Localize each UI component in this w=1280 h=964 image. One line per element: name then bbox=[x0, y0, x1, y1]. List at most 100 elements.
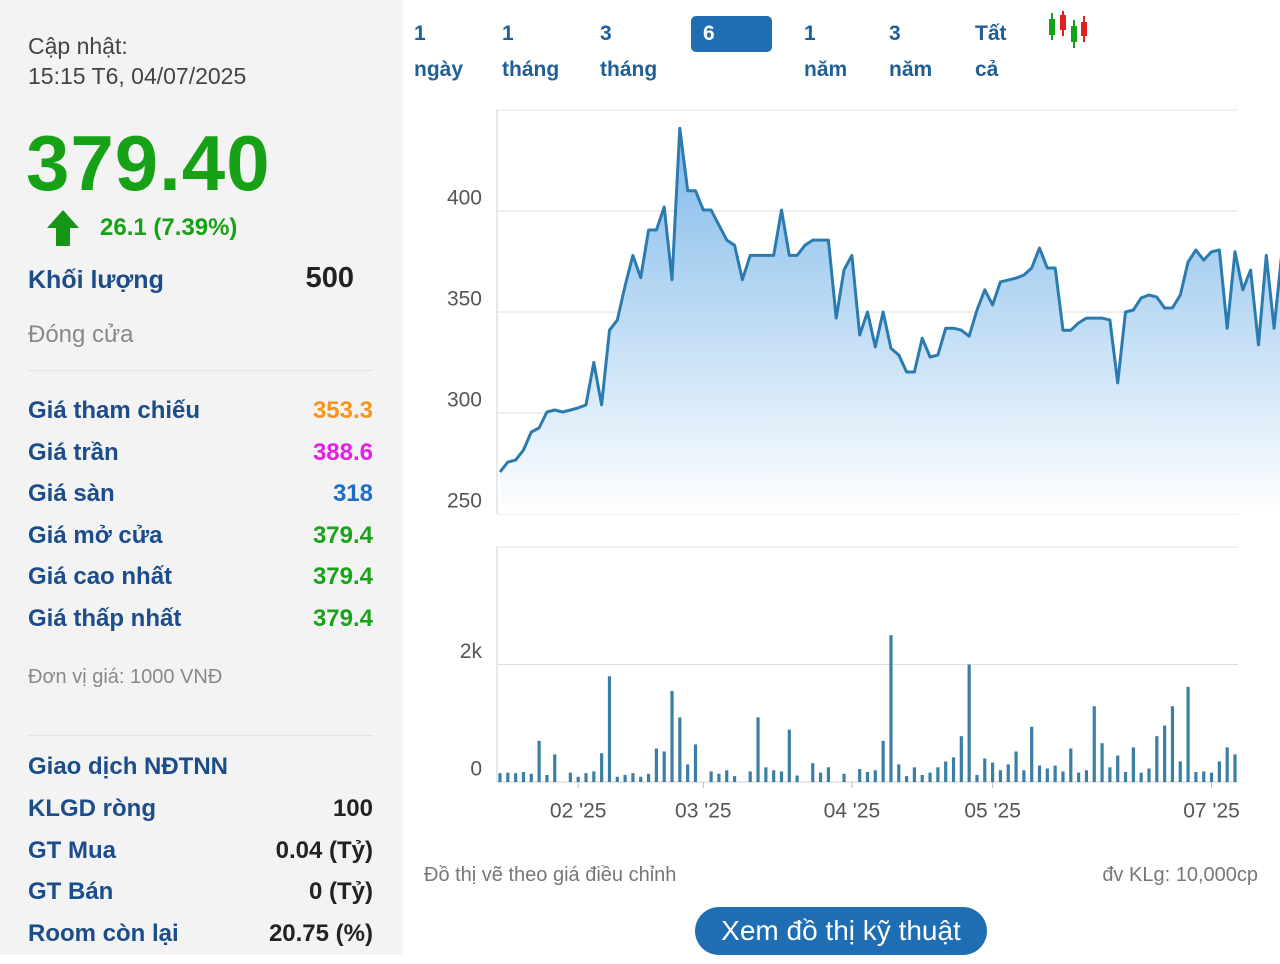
y-tick-label: 300 bbox=[447, 389, 482, 412]
volume-bar bbox=[662, 751, 666, 782]
row-label: KLGD ròng bbox=[28, 795, 156, 822]
volume-bar bbox=[998, 770, 1003, 782]
update-label: Cập nhật: bbox=[28, 33, 128, 59]
foreign-title: Giao dịch NĐTNN bbox=[28, 753, 229, 780]
volume-bar bbox=[545, 774, 549, 782]
volume-bar bbox=[975, 774, 979, 782]
volume-bar bbox=[1155, 736, 1159, 782]
period-tab[interactable]: 1 ngày bbox=[414, 22, 464, 81]
volume-bar bbox=[670, 690, 674, 782]
separator bbox=[28, 735, 373, 736]
row-label: GT Mua bbox=[28, 836, 116, 864]
volume-bar bbox=[537, 740, 541, 782]
volume-bar bbox=[1194, 772, 1198, 782]
volume-bar bbox=[568, 772, 572, 782]
x-tick-label: 02 '25 bbox=[550, 800, 607, 823]
unit-note: Đơn vị giá: 1000 VNĐ bbox=[28, 666, 223, 688]
volume-bar bbox=[1092, 706, 1096, 782]
volume-bar bbox=[881, 740, 885, 782]
volume-bar bbox=[686, 764, 690, 782]
volume-bar bbox=[1006, 764, 1010, 782]
period-tab[interactable]: 1 tháng bbox=[502, 22, 560, 81]
volume-bar bbox=[897, 764, 901, 782]
volume-unit: đv KLg: 10,000cp bbox=[1102, 864, 1258, 886]
volume-bar bbox=[631, 773, 635, 782]
row-value: 379.4 bbox=[312, 563, 373, 591]
volume-bar bbox=[498, 773, 502, 782]
volume-bar bbox=[944, 761, 948, 782]
period-tab[interactable]: 6 tháng bbox=[691, 16, 773, 81]
update-time: 15:15 T6, 04/07/2025 bbox=[28, 63, 247, 89]
row-label: Giá thấp nhất bbox=[28, 605, 182, 632]
period-tab[interactable]: 1 năm bbox=[804, 22, 848, 81]
volume-bar bbox=[1053, 765, 1057, 782]
volume-bar bbox=[592, 771, 596, 782]
volume-bar bbox=[912, 767, 917, 782]
volume-bar bbox=[1209, 772, 1214, 782]
volume-bar bbox=[584, 773, 588, 782]
volume-bar bbox=[732, 776, 737, 782]
status: Đóng cửa bbox=[28, 321, 134, 348]
volume-bar bbox=[787, 729, 791, 782]
row-value: 353.3 bbox=[312, 397, 373, 424]
volume-bar bbox=[1116, 755, 1120, 782]
volume-bar bbox=[1123, 772, 1128, 782]
volume-bar bbox=[1139, 772, 1143, 782]
volume-bar bbox=[764, 767, 768, 782]
volume-bar bbox=[983, 758, 987, 782]
row-value: 379.4 bbox=[312, 521, 373, 549]
row-label: Giá trần bbox=[28, 438, 119, 466]
period-tab[interactable]: Tất cả bbox=[975, 22, 1007, 81]
row-label: Giá tham chiếu bbox=[28, 397, 201, 424]
volume-bar bbox=[639, 776, 643, 782]
candlestick-icon[interactable] bbox=[1047, 10, 1091, 50]
area-fill bbox=[500, 128, 1280, 514]
y-tick-label: 350 bbox=[447, 288, 482, 311]
volume-bar bbox=[709, 771, 713, 782]
row-label: Giá mở cửa bbox=[28, 521, 163, 549]
y-tick-label: 2k bbox=[460, 640, 483, 663]
volume-bar bbox=[1202, 771, 1206, 782]
volume-bar bbox=[1077, 772, 1081, 782]
volume-bar bbox=[1045, 768, 1049, 782]
volume-bar bbox=[795, 775, 799, 782]
volume-bar bbox=[748, 771, 752, 782]
volume-bar bbox=[615, 776, 619, 782]
volume-bar bbox=[818, 772, 823, 782]
volume-bar bbox=[1217, 761, 1221, 782]
volume-bar bbox=[678, 717, 682, 782]
period-tab[interactable]: 3 năm bbox=[889, 22, 933, 81]
volume: 500 bbox=[305, 262, 354, 294]
volume-bar bbox=[1178, 761, 1182, 782]
volume-bar bbox=[1084, 770, 1089, 782]
volume-bar bbox=[725, 770, 729, 782]
volume-bar bbox=[600, 753, 604, 782]
sidebar: Cập nhật: 15:15 T6, 04/07/2025 379.40 26… bbox=[0, 0, 403, 955]
volume-bar bbox=[756, 717, 760, 782]
price-line bbox=[498, 126, 1280, 473]
technical-chart-button[interactable]: Xem đồ thị kỹ thuật bbox=[695, 907, 987, 955]
price-change: 26.1 (7.39%) bbox=[100, 214, 238, 241]
volume-bar bbox=[1186, 686, 1190, 782]
volume-bar bbox=[772, 770, 776, 782]
volume-bar bbox=[1225, 747, 1229, 782]
volume-bar bbox=[1022, 770, 1026, 782]
row-label: Giá cao nhất bbox=[28, 563, 173, 591]
volume-bar bbox=[1170, 706, 1175, 782]
volume-bar bbox=[521, 772, 526, 782]
y-tick-label: 400 bbox=[447, 187, 482, 210]
volume-bar bbox=[1108, 767, 1112, 782]
volume-bar bbox=[623, 774, 627, 782]
volume-bar bbox=[928, 772, 932, 782]
row-value: 379.4 bbox=[312, 605, 373, 632]
volume-bar bbox=[779, 771, 784, 782]
volume-bar bbox=[858, 769, 862, 782]
row-value: 388.6 bbox=[312, 438, 373, 466]
volume-bar bbox=[873, 770, 877, 782]
volume-bar bbox=[576, 776, 580, 782]
volume-bar bbox=[811, 763, 815, 782]
period-tab[interactable]: 3 tháng bbox=[600, 22, 658, 81]
separator bbox=[28, 370, 373, 371]
volume-bar bbox=[889, 635, 893, 782]
